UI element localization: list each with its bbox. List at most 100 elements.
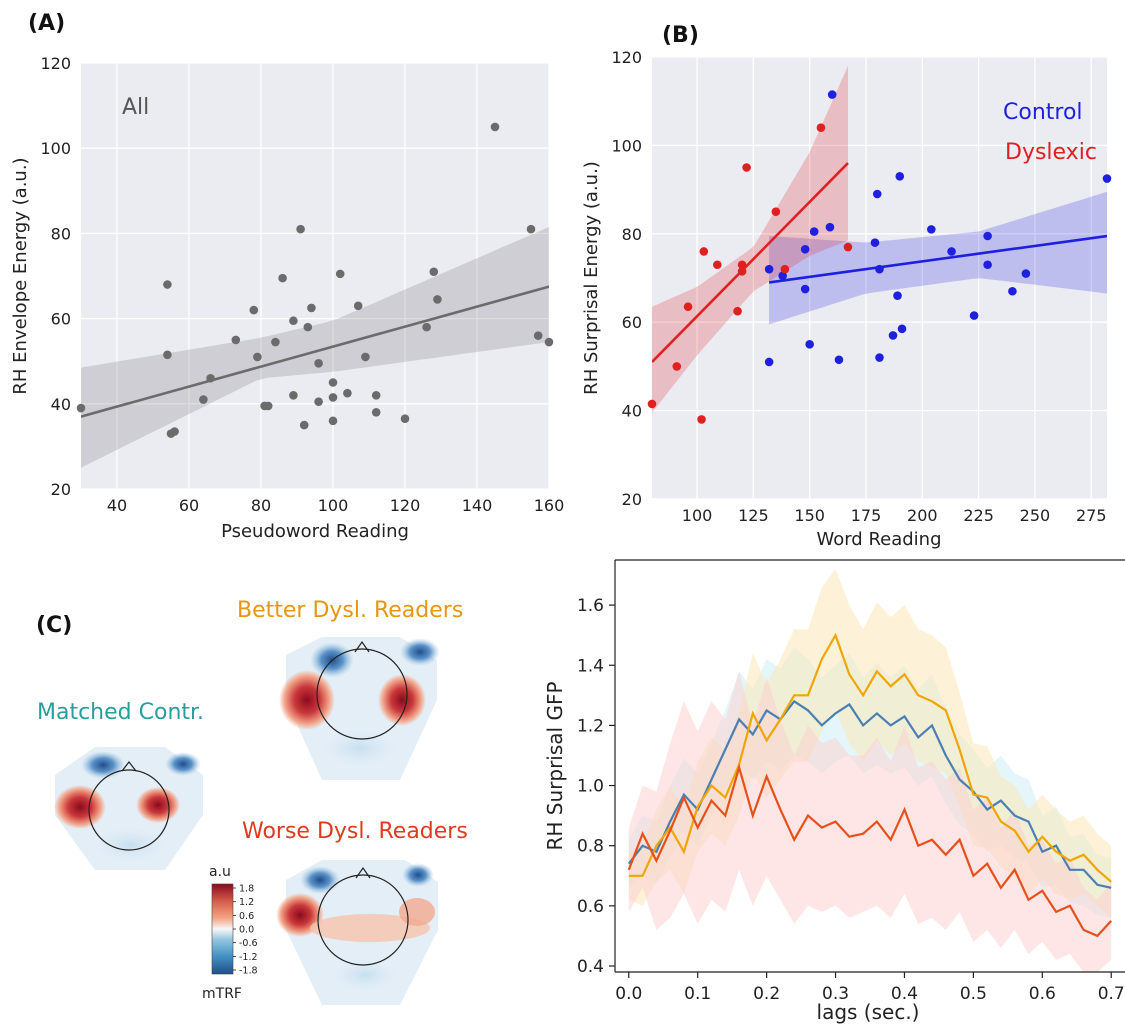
data-point xyxy=(897,324,907,334)
topomap-better xyxy=(279,637,440,780)
colorbar: a.u 1.8 1.2 0.6 0.0 -0.6 -1.2 -1.8 mTRF xyxy=(202,864,258,1002)
data-point xyxy=(809,227,819,236)
data-point xyxy=(299,420,309,430)
x-tick-label: 0.6 xyxy=(1029,984,1056,1004)
topomap-worse xyxy=(276,860,438,1005)
plot-a-regression-line xyxy=(81,285,549,418)
plot-a-confidence-band xyxy=(81,227,549,468)
data-point xyxy=(263,401,273,411)
colorbar-tick-label: -1.8 xyxy=(239,966,258,977)
topomap-label-better: Better Dysl. Readers xyxy=(237,598,463,623)
data-point xyxy=(780,264,790,274)
gfp-y-label: RH Surprisal GFP xyxy=(543,681,567,850)
data-point xyxy=(76,403,86,413)
colorbar-tick-label: -0.6 xyxy=(239,938,258,949)
y-tick-label: 0.6 xyxy=(577,897,604,917)
plot-b-regression-lines xyxy=(652,162,1107,363)
x-tick-label: 150 xyxy=(794,506,825,525)
data-point xyxy=(371,408,381,417)
topomap-label-control: Matched Contr. xyxy=(37,700,204,725)
gfp-line-plot: 0.0 0.1 0.2 0.3 0.4 0.5 0.6 0.7 0.4 0.6 0.8 1.0 1.2… xyxy=(543,559,1125,1024)
y-tick-label: 80 xyxy=(51,224,71,243)
x-tick-label: 140 xyxy=(462,496,493,515)
data-point xyxy=(825,222,835,232)
colorbar-unit: mTRF xyxy=(202,986,242,1002)
y-tick-label: 40 xyxy=(622,402,642,421)
data-point xyxy=(544,337,554,347)
data-point xyxy=(253,352,262,362)
colorbar-tick-label: -1.2 xyxy=(239,952,258,963)
data-point xyxy=(827,90,837,99)
plot-b-background xyxy=(652,57,1107,499)
data-point xyxy=(335,269,345,279)
data-point xyxy=(875,264,884,274)
topomaps: Matched Contr. Better Dysl. Readers Wors… xyxy=(37,598,468,1005)
x-tick-label: 250 xyxy=(1020,506,1051,525)
data-point xyxy=(764,264,774,274)
data-point xyxy=(983,231,992,241)
data-point xyxy=(733,306,742,316)
plot-a-x-ticks: 40 60 80 100 120 140 160 xyxy=(107,496,564,515)
scatter-plot-b: 100 125 150 175 200 225 250 275 20406080100120 … xyxy=(581,48,1112,550)
y-tick-label: 120 xyxy=(611,48,642,67)
plot-b-y-ticks: 20 40 60 80 100 120 xyxy=(611,48,642,509)
regression-line xyxy=(652,162,849,363)
gfp-lines xyxy=(627,632,1113,938)
data-point xyxy=(1008,286,1017,296)
data-point xyxy=(314,397,323,406)
error-band xyxy=(628,671,1112,972)
y-tick-label: 100 xyxy=(611,136,642,155)
x-tick-label: 100 xyxy=(682,506,713,525)
plot-a-y-label: RH Envelope Energy (a.u.) xyxy=(10,157,31,394)
data-point xyxy=(422,322,431,332)
colorbar-tick-label: 0.0 xyxy=(239,925,254,936)
x-tick-label: 0.7 xyxy=(1098,984,1125,1004)
plot-a-x-label: Pseudoword Reading xyxy=(221,521,409,542)
y-tick-label: 0.8 xyxy=(577,837,604,857)
data-point xyxy=(289,390,298,400)
gfp-x-label: lags (sec.) xyxy=(817,1000,920,1024)
data-point xyxy=(816,123,826,133)
data-point xyxy=(206,373,215,383)
data-point xyxy=(875,353,884,362)
data-point xyxy=(713,260,722,270)
data-point xyxy=(800,284,810,294)
y-tick-label: 120 xyxy=(40,54,71,73)
x-tick-label: 125 xyxy=(738,506,769,525)
data-point xyxy=(314,359,323,368)
plot-b-x-label: Word Reading xyxy=(816,529,941,550)
gfp-x-ticks: 0.0 0.1 0.2 0.3 0.4 0.5 0.6 0.7 xyxy=(615,972,1125,1004)
data-point xyxy=(969,311,979,320)
data-point xyxy=(199,395,208,404)
colorbar-tick-label: 0.6 xyxy=(239,911,254,922)
confidence-band xyxy=(652,65,848,413)
y-tick-label: 80 xyxy=(622,225,642,244)
panel-label-b: (B) xyxy=(662,23,699,48)
x-tick-label: 200 xyxy=(907,506,938,525)
x-tick-label: 0.1 xyxy=(684,984,711,1004)
data-point xyxy=(328,416,338,426)
x-tick-label: 0.3 xyxy=(822,984,849,1004)
data-point xyxy=(947,247,956,256)
data-point xyxy=(927,225,936,234)
data-point xyxy=(163,280,172,289)
data-point xyxy=(737,267,747,276)
x-tick-label: 0.2 xyxy=(753,984,780,1004)
data-point xyxy=(843,242,853,252)
data-point xyxy=(699,247,709,256)
data-point xyxy=(771,207,781,216)
y-tick-label: 60 xyxy=(622,313,642,332)
plot-b-y-label: RH Surprisal Energy (a.u.) xyxy=(581,161,602,395)
x-tick-label: 0.5 xyxy=(960,984,987,1004)
x-tick-label: 100 xyxy=(318,496,349,515)
panel-label-c: (C) xyxy=(36,613,72,638)
x-tick-label: 0.4 xyxy=(891,984,918,1004)
plot-b-x-ticks: 100 125 150 175 200 225 250 275 xyxy=(682,506,1107,525)
data-point xyxy=(764,357,774,367)
data-point xyxy=(647,399,657,409)
data-point xyxy=(1102,174,1112,183)
x-tick-label: 0.0 xyxy=(615,984,642,1004)
data-point xyxy=(895,172,905,181)
data-point xyxy=(163,350,172,360)
